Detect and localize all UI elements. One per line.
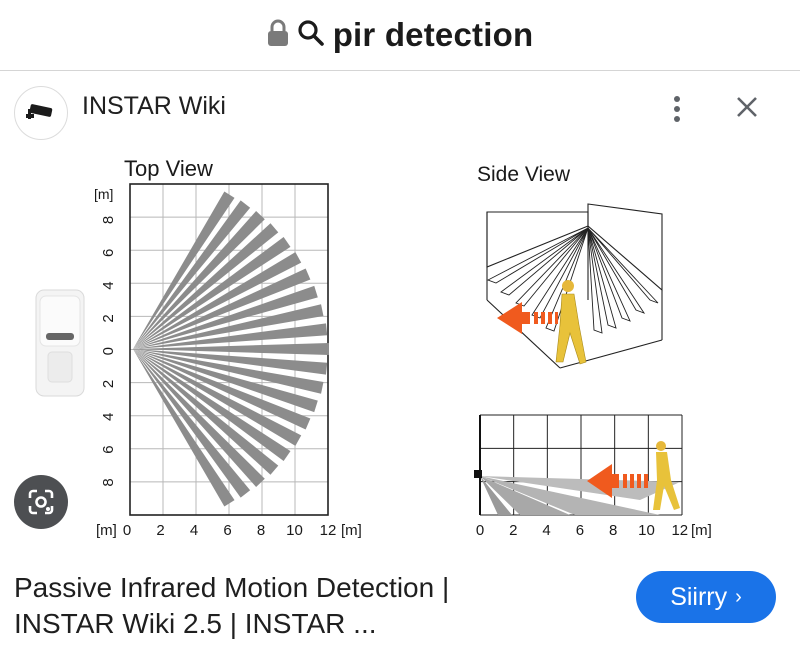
top-view-x-tick: 10 — [286, 522, 303, 539]
top-view-beam — [133, 237, 291, 349]
more-options-icon[interactable] — [664, 92, 690, 126]
top-view-beam — [133, 349, 302, 446]
top-view-x-tick: 12 — [320, 522, 337, 539]
top-view-beam — [133, 349, 291, 461]
side-view-beam — [486, 227, 589, 284]
side-view-x-tick: 6 — [576, 522, 584, 539]
address-bar[interactable]: pir detection — [0, 0, 800, 71]
top-view-y-tick: 4 — [100, 413, 117, 421]
top-view-beam — [133, 349, 311, 430]
top-view-beam — [133, 252, 302, 349]
result-source-row: INSTAR Wiki — [0, 72, 800, 144]
top-view-y-tick: 6 — [100, 249, 117, 257]
side-view-x-tick: 8 — [609, 522, 617, 539]
pir-sensor-image — [35, 289, 85, 397]
top-view-y-tick: 2 — [100, 314, 117, 322]
top-view-beam — [133, 343, 329, 355]
side-view-beam — [500, 227, 589, 296]
top-view-y-tick: 8 — [100, 478, 117, 486]
google-lens-button[interactable] — [14, 475, 68, 529]
top-view-beam — [133, 304, 324, 349]
top-view-x-unit-right: [m] — [341, 522, 362, 539]
top-view-x-tick: 0 — [123, 522, 131, 539]
top-view-beam — [133, 211, 265, 349]
side-view-x-unit: [m] — [691, 522, 712, 539]
top-view-x-tick: 2 — [156, 522, 164, 539]
side-view-beams — [486, 227, 659, 334]
side-view-x-tick: 10 — [638, 522, 655, 539]
side-view-room — [486, 203, 663, 369]
result-title-line-2: INSTAR Wiki 2.5 | INSTAR ... — [14, 608, 377, 639]
top-view-y-tick: 2 — [100, 380, 117, 388]
search-icon — [297, 19, 325, 52]
top-view-x-tick: 4 — [190, 522, 198, 539]
top-view-beam — [133, 349, 328, 375]
top-view-beam — [133, 268, 311, 349]
side-view-floor-beams — [474, 470, 680, 515]
top-view-beam — [133, 349, 235, 507]
side-view-2d-arrow-icon — [587, 464, 648, 498]
top-view-beam — [133, 349, 318, 413]
top-view-beam — [133, 200, 251, 349]
top-view-x-tick: 8 — [257, 522, 265, 539]
result-title-line-1: Passive Infrared Motion Detection | — [14, 572, 450, 603]
close-icon[interactable] — [730, 90, 764, 124]
side-view-x-tick: 0 — [476, 522, 484, 539]
top-view-y-tick: 8 — [100, 216, 117, 224]
top-view-y-unit: [m] — [94, 186, 113, 202]
side-view-beam — [545, 227, 589, 332]
lock-icon — [267, 19, 289, 52]
side-view-x-tick: 12 — [671, 522, 688, 539]
side-view-2d-person — [653, 441, 680, 510]
side-view-beam — [587, 227, 617, 329]
top-view-y-tick: 4 — [100, 281, 117, 289]
top-view-beam — [133, 285, 318, 349]
side-view-beam — [587, 227, 603, 334]
top-view-x-unit-left: [m] — [96, 522, 117, 539]
top-view-beam — [133, 349, 324, 394]
side-view-arrow-icon — [497, 302, 558, 334]
top-view-beam — [133, 349, 279, 475]
side-view-beam — [587, 227, 646, 314]
search-query: pir detection — [332, 16, 534, 53]
side-view-x-tick: 2 — [509, 522, 517, 539]
site-avatar[interactable] — [14, 86, 68, 140]
side-view-person — [555, 280, 587, 365]
top-view-title: Top View — [124, 156, 213, 181]
side-view-x-tick: 4 — [542, 522, 550, 539]
side-view-beam — [587, 227, 631, 322]
side-view-beam — [587, 227, 659, 304]
top-view-beams — [133, 191, 329, 507]
chevron-right-icon: › — [735, 585, 742, 608]
top-view-y-tick: 6 — [100, 445, 117, 453]
lens-icon — [28, 489, 54, 515]
top-view-beam — [133, 349, 265, 487]
top-view-beam — [133, 349, 251, 498]
top-view-y-tick: 0 — [100, 347, 117, 355]
visit-label: Siirry — [670, 582, 728, 611]
side-view-title: Side View — [477, 163, 571, 186]
top-view-beam — [133, 191, 235, 349]
top-view-beam — [133, 323, 328, 349]
visit-button[interactable]: Siirry › — [636, 571, 776, 623]
top-view-beam — [133, 223, 279, 349]
result-title[interactable]: Passive Infrared Motion Detection | INST… — [14, 570, 614, 642]
camera-logo-icon — [26, 104, 53, 119]
site-name[interactable]: INSTAR Wiki — [82, 92, 226, 120]
result-image[interactable]: Top View [m] 8 6 4 2 0 2 4 6 8 [m] 0 2 4 6 8 10 12 [m]… — [0, 148, 800, 548]
top-view-x-tick: 6 — [223, 522, 231, 539]
